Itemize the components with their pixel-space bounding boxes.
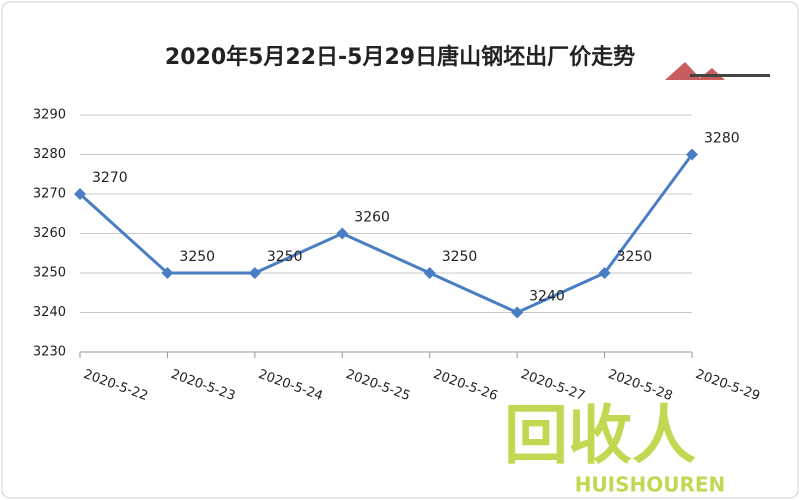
- data-point: [161, 267, 174, 279]
- y-tick-label: 3270: [33, 187, 66, 202]
- y-tick-label: 3260: [33, 226, 66, 241]
- data-point: [686, 148, 698, 161]
- chart-title: 2020年5月22日-5月29日唐山钢坯出厂价走势: [165, 44, 635, 70]
- data-point: [511, 306, 524, 319]
- watermark-subtext: HUISHOUREN: [575, 473, 726, 497]
- data-label: 3270: [92, 170, 128, 186]
- data-label: 3240: [529, 289, 565, 305]
- data-label: 3250: [442, 249, 478, 265]
- data-point: [423, 267, 436, 279]
- data-point: [336, 227, 349, 240]
- logo: [665, 62, 770, 80]
- watermark: 回收人 HUISHOUREN: [504, 400, 725, 497]
- y-tick-label: 3240: [33, 305, 66, 320]
- y-tick-label: 3290: [33, 108, 66, 123]
- y-tick-label: 3230: [33, 345, 66, 360]
- data-label: 3250: [617, 249, 653, 265]
- data-label: 3250: [267, 249, 303, 265]
- data-point: [598, 267, 611, 279]
- data-label: 3250: [179, 249, 215, 265]
- data-line: [78, 153, 694, 315]
- data-point: [74, 188, 86, 200]
- y-tick-label: 3250: [33, 266, 66, 281]
- data-label: 3280: [704, 131, 740, 147]
- watermark-text: 回收人: [504, 400, 696, 474]
- y-tick-label: 3280: [33, 147, 66, 162]
- data-point: [248, 267, 261, 279]
- data-label: 3260: [354, 210, 390, 226]
